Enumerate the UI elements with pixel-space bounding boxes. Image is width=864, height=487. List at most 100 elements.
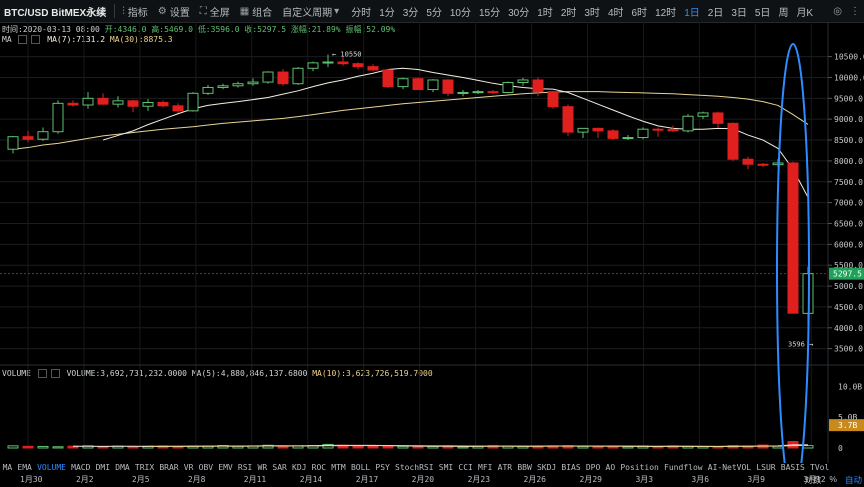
indicator-kdj[interactable]: KDJ: [292, 463, 307, 472]
candle[interactable]: [397, 77, 409, 90]
candle[interactable]: [22, 130, 34, 143]
candle[interactable]: [502, 81, 514, 94]
volume-bar[interactable]: [217, 445, 229, 449]
volume-bar[interactable]: [52, 446, 64, 449]
candle[interactable]: [532, 77, 544, 97]
candle[interactable]: [172, 103, 184, 113]
symbol-selector[interactable]: BTC/USD BitMEX永续: [4, 7, 107, 19]
interval-6[interactable]: 30分: [508, 7, 530, 19]
candle[interactable]: [757, 162, 769, 168]
interval-7[interactable]: 1时: [537, 7, 553, 19]
custom-period-button[interactable]: 自定义周期 ▾: [277, 0, 347, 22]
candle[interactable]: [157, 100, 169, 108]
candle[interactable]: [112, 96, 124, 108]
indicator-smi[interactable]: SMI: [438, 463, 454, 472]
candle[interactable]: [7, 135, 19, 154]
candle[interactable]: [652, 127, 664, 137]
candle[interactable]: [547, 90, 559, 109]
volume-bar[interactable]: [352, 445, 364, 449]
indicator-basis[interactable]: BASIS: [780, 463, 805, 472]
candle[interactable]: [307, 61, 319, 72]
candle[interactable]: [367, 64, 379, 72]
indicator-ma[interactable]: MA: [2, 463, 13, 472]
ma-visibility-box[interactable]: [31, 35, 41, 44]
interval-1[interactable]: 1分: [379, 7, 395, 19]
interval-11[interactable]: 6时: [631, 7, 648, 19]
interval-8[interactable]: 2时: [560, 7, 577, 19]
interval-17[interactable]: 周: [778, 7, 789, 19]
candle[interactable]: [277, 69, 289, 86]
interval-12[interactable]: 12时: [655, 7, 677, 19]
settings-button[interactable]: ⚙ 设置: [153, 0, 195, 22]
volume-bar[interactable]: [652, 446, 664, 449]
interval-9[interactable]: 3时: [584, 7, 600, 19]
interval-13[interactable]: 1日: [684, 7, 700, 19]
indicator-cci[interactable]: CCI: [458, 463, 473, 472]
ma-settings-box[interactable]: [18, 35, 28, 44]
price-chart[interactable]: 10500.0 10000.0 9500.0 9000.0 8500.0 8000.0 75…: [0, 22, 864, 463]
interval-16[interactable]: 5日: [754, 7, 771, 19]
volume-bar[interactable]: [457, 446, 469, 449]
indicator-obv[interactable]: OBV: [198, 463, 214, 472]
candle[interactable]: [577, 127, 589, 138]
candle[interactable]: [682, 114, 694, 133]
candle[interactable]: [37, 127, 49, 141]
volume-bar[interactable]: [7, 445, 19, 449]
candle[interactable]: [67, 100, 79, 107]
indicator-lsur[interactable]: LSUR: [756, 463, 776, 472]
indicator-atr[interactable]: ATR: [497, 463, 513, 472]
interval-0[interactable]: 分时: [351, 7, 372, 19]
indicator-ema[interactable]: EMA: [17, 463, 32, 472]
indicator-boll[interactable]: BOLL: [350, 463, 371, 472]
candle[interactable]: [322, 54, 334, 68]
interval-15[interactable]: 3日: [731, 7, 747, 19]
interval-2[interactable]: 3分: [402, 7, 419, 19]
interval-14[interactable]: 2日: [707, 7, 724, 19]
indicator-mfi[interactable]: MFI: [478, 463, 493, 472]
interval-3[interactable]: 5分: [426, 7, 442, 19]
volume-settings-box[interactable]: [37, 369, 47, 378]
indicator-dma[interactable]: DMA: [115, 463, 130, 472]
more-icon[interactable]: ⋮: [850, 5, 860, 17]
candle[interactable]: [187, 92, 199, 112]
candle[interactable]: [232, 81, 244, 88]
candle[interactable]: [262, 71, 274, 84]
candle[interactable]: [337, 56, 349, 66]
indicator-brar[interactable]: BRAR: [159, 463, 179, 472]
indicator-trix[interactable]: TRIX: [134, 463, 155, 472]
candle[interactable]: [607, 129, 619, 141]
indicator-emv[interactable]: EMV: [218, 463, 233, 472]
indicator-fundflow[interactable]: Fundflow: [664, 463, 703, 472]
percent-scale-toggle[interactable]: %: [829, 474, 837, 484]
candle[interactable]: [727, 122, 739, 161]
candle[interactable]: [97, 93, 109, 105]
interval-10[interactable]: 4时: [607, 7, 624, 19]
volume-bar[interactable]: [397, 445, 409, 449]
candle[interactable]: [562, 104, 574, 136]
indicator-macd[interactable]: MACD: [71, 463, 91, 472]
candle[interactable]: [82, 92, 94, 109]
interval-18[interactable]: 月K: [796, 7, 814, 19]
candle[interactable]: [412, 77, 424, 91]
candle[interactable]: [247, 78, 259, 86]
candle[interactable]: [517, 77, 529, 86]
volume-bar[interactable]: [67, 445, 79, 449]
indicator-roc[interactable]: ROC: [311, 463, 327, 472]
volume-bar[interactable]: [37, 445, 49, 449]
volume-bar[interactable]: [592, 446, 604, 449]
volume-bar[interactable]: [262, 444, 274, 449]
indicators-button[interactable]: ⫶ 指标: [117, 0, 153, 22]
candle[interactable]: [487, 89, 499, 95]
interval-4[interactable]: 10分: [449, 7, 471, 19]
volume-bar[interactable]: [412, 446, 424, 449]
candle[interactable]: [217, 83, 229, 90]
candle[interactable]: [127, 99, 139, 113]
candle[interactable]: [142, 99, 154, 111]
volume-bar[interactable]: [22, 445, 34, 449]
volume-bar[interactable]: [367, 445, 379, 449]
indicator-ai-netvol[interactable]: AI-NetVOL: [707, 463, 752, 472]
candle[interactable]: [697, 111, 709, 120]
candle[interactable]: [52, 100, 64, 134]
indicator-skdj[interactable]: SKDJ: [536, 463, 557, 472]
candle[interactable]: [382, 69, 394, 88]
